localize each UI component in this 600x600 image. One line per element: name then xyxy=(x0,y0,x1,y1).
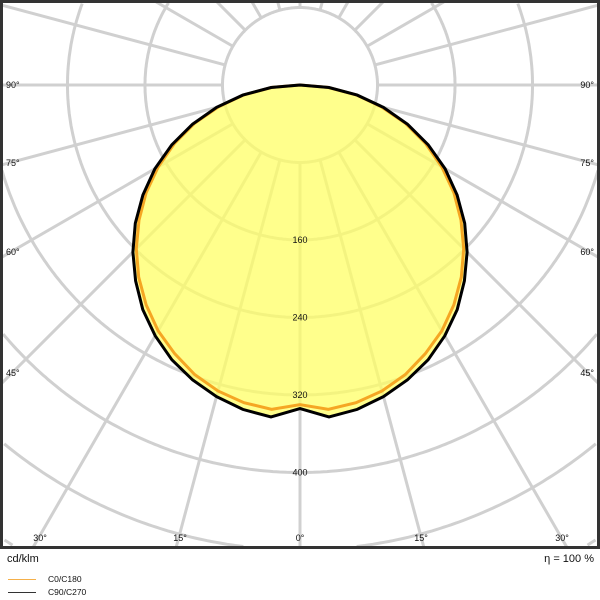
angle-label-right: 60° xyxy=(580,247,594,257)
legend-swatch-c90 xyxy=(8,591,36,593)
legend-label: C90/C270 xyxy=(48,587,87,597)
grid-ring xyxy=(2,333,598,474)
legend-item-c90: C90/C270 xyxy=(8,587,86,597)
radial-tick-label: 240 xyxy=(292,313,307,323)
legend-swatch-c0 xyxy=(8,578,36,580)
plot-frame xyxy=(0,0,600,549)
angle-label-bottom: 0° xyxy=(296,533,305,543)
grid-spoke xyxy=(374,3,598,67)
angle-label-bottom: 30° xyxy=(555,533,569,543)
legend-label: C0/C180 xyxy=(48,574,82,584)
grid-spoke xyxy=(374,103,598,167)
grid-spoke xyxy=(215,2,247,32)
grid-spoke xyxy=(155,2,234,48)
polar-chart: 160 240 320 400 90° 90° 75° 75° 60° 60° 45° 45° 30° 1… xyxy=(0,0,600,549)
grid-spoke xyxy=(318,2,324,11)
angle-label-bottom: 30° xyxy=(33,533,47,543)
radial-tick-label: 400 xyxy=(292,468,307,478)
angle-label-left: 60° xyxy=(6,247,20,257)
angle-label-left: 45° xyxy=(6,368,20,378)
series-c0-c180 xyxy=(134,83,466,411)
grid-spoke xyxy=(337,2,350,19)
angle-label-left: 75° xyxy=(6,158,20,168)
angle-label-left: 90° xyxy=(6,80,20,90)
grid-spoke xyxy=(2,3,226,67)
angle-label-right: 90° xyxy=(580,80,594,90)
unit-label: cd/klm xyxy=(7,553,39,565)
angle-label-bottom: 15° xyxy=(173,533,187,543)
angle-label-right: 45° xyxy=(580,368,594,378)
legend-item-c0: C0/C180 xyxy=(8,574,82,584)
grid-spoke xyxy=(353,2,385,32)
grid-spoke xyxy=(2,103,226,167)
labels: 160 240 320 400 90° 90° 75° 75° 60° 60° 45° 45° 30° 1… xyxy=(6,80,594,543)
series-c90-c270 xyxy=(131,83,469,419)
efficiency-label: η = 100 % xyxy=(544,553,594,565)
grid-ring xyxy=(3,442,597,547)
radial-tick-label: 320 xyxy=(292,390,307,400)
grid-spoke xyxy=(276,2,282,11)
radial-tick-label: 160 xyxy=(292,235,307,245)
distribution-fill xyxy=(132,85,468,417)
angle-label-right: 75° xyxy=(580,158,594,168)
curves xyxy=(131,83,469,419)
grid-spoke xyxy=(366,2,445,48)
grid-ring xyxy=(3,538,597,547)
grid-spoke xyxy=(250,2,263,19)
angle-label-bottom: 15° xyxy=(414,533,428,543)
